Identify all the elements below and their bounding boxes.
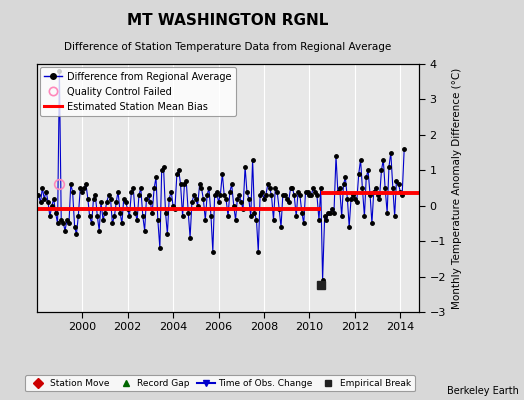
Y-axis label: Monthly Temperature Anomaly Difference (°C): Monthly Temperature Anomaly Difference (… <box>452 67 462 309</box>
Legend: Difference from Regional Average, Quality Control Failed, Estimated Station Mean: Difference from Regional Average, Qualit… <box>40 67 236 116</box>
Text: Difference of Station Temperature Data from Regional Average: Difference of Station Temperature Data f… <box>64 42 391 52</box>
Text: MT WASHINGTON RGNL: MT WASHINGTON RGNL <box>127 13 329 28</box>
Legend: Station Move, Record Gap, Time of Obs. Change, Empirical Break: Station Move, Record Gap, Time of Obs. C… <box>26 375 415 392</box>
Text: Berkeley Earth: Berkeley Earth <box>447 386 519 396</box>
